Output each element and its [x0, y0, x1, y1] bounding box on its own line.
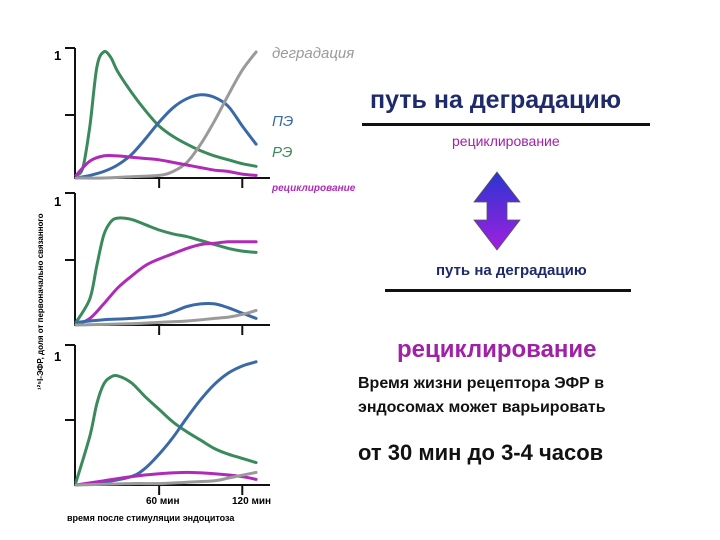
series-line-bottom-3 [74, 470, 258, 487]
path-degradation-label-small: путь на деградацию [436, 262, 587, 279]
y-axis-label: ¹²⁵I-ЭФР, доля от первоначально связанно… [36, 213, 45, 390]
series-line-middle-3 [74, 309, 258, 327]
chart-panel-bottom: 1 60 мин 120 мин время после стимуляции … [54, 344, 271, 523]
lifetime-text-line2: эндосомах может варьировать [358, 399, 606, 416]
lifetime-text-line1: Время жизни рецептора ЭФР в [358, 375, 605, 392]
legend-recycling-endosome: РЭ [272, 144, 292, 161]
divider-bottom [385, 289, 631, 292]
recycling-label-small: рециклирование [452, 133, 560, 149]
chart-panel-middle: 1 [54, 192, 270, 335]
double-arrow-icon [473, 171, 521, 251]
divider-top [362, 123, 650, 126]
series-line-middle-1 [74, 240, 258, 327]
x-axis-label: время после стимуляции эндоцитоза [67, 513, 235, 523]
x-tick-label-120: 120 мин [232, 496, 271, 507]
path-degradation-heading: путь на деградацию [370, 86, 622, 114]
series-line-middle-0 [74, 216, 258, 324]
y-tick-label: 1 [54, 48, 61, 63]
series-line-РЭ [74, 50, 258, 177]
x-tick-label-60: 60 мин [146, 496, 180, 507]
y-tick-label: 1 [54, 349, 61, 364]
y-tick-label: 1 [54, 194, 61, 209]
series-line-middle-2 [74, 301, 258, 324]
recycling-heading: рециклирование [397, 336, 597, 363]
legend-recycling: рециклирование [271, 183, 356, 194]
lifetime-range: от 30 мин до 3-4 часов [358, 440, 604, 465]
series-line-bottom-1 [74, 360, 258, 487]
chart-panel-top: 1 [54, 47, 270, 188]
series-line-деградация [74, 50, 258, 180]
series-line-ПЭ [74, 93, 258, 180]
legend-late-endosome: ПЭ [272, 113, 293, 130]
legend-degradation: деградация [272, 45, 354, 62]
series-line-рециклирование [74, 153, 258, 177]
series-line-bottom-0 [74, 373, 258, 484]
